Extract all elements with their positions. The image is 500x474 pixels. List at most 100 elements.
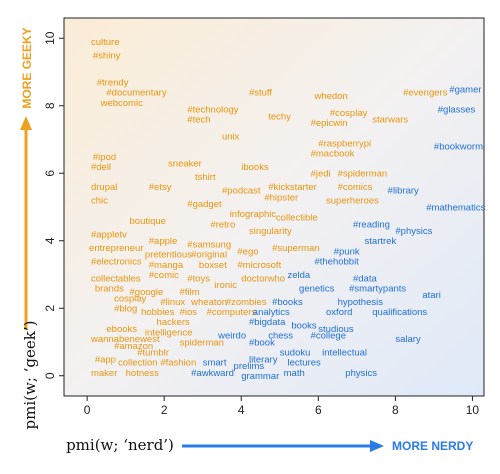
word-point-geek: #podcast	[222, 186, 261, 197]
word-point-geek: sneaker	[168, 159, 202, 170]
plot-area	[63, 17, 485, 397]
word-point-geek: #documentary	[106, 88, 166, 99]
word-point-geek: ibooks	[241, 162, 269, 173]
word-point-geek: #app	[95, 354, 116, 365]
word-point-geek: #macbook	[311, 148, 355, 159]
word-point-geek: #etsy	[149, 182, 172, 193]
word-point-geek: #kickstarter	[268, 182, 317, 193]
word-point-geek: #comics	[338, 182, 373, 193]
x-arrow-head	[370, 440, 384, 452]
x-tick-label: 6	[315, 403, 322, 417]
word-point-geek: #linux	[160, 297, 185, 308]
word-point-nerd: oxford	[326, 307, 352, 318]
word-point-nerd: #gamer	[449, 84, 481, 95]
word-point-geek: #amazon	[114, 341, 153, 352]
word-point-nerd: intellectual	[322, 348, 367, 359]
word-point-geek: hackers	[156, 317, 190, 328]
word-point-geek: hobbies	[141, 307, 175, 318]
word-point-geek: doctorwho	[241, 273, 285, 284]
word-point-geek: #manga	[149, 260, 184, 271]
word-point-geek: starwars	[372, 115, 408, 126]
word-point-nerd: studious	[318, 324, 354, 335]
word-point-nerd: #awkward	[191, 368, 234, 379]
word-point-nerd: #data	[353, 273, 377, 284]
x-arrow-label: MORE NERDY	[392, 439, 473, 453]
word-point-geek: ebooks	[106, 324, 137, 335]
word-point-nerd: genetics	[299, 283, 335, 294]
word-point-geek: intelligence	[145, 327, 193, 338]
y-tick-label: 0	[43, 372, 57, 379]
word-point-nerd: literary	[249, 354, 278, 365]
word-point-geek: #trendy	[97, 78, 129, 89]
word-point-geek: #fashion	[160, 358, 196, 369]
word-point-geek: ironic	[214, 280, 237, 291]
word-point-nerd: #glasses	[438, 105, 476, 116]
word-point-geek: #appletv	[91, 229, 127, 240]
word-point-geek: #apple	[149, 236, 178, 247]
word-point-geek: #toys	[187, 273, 210, 284]
word-point-geek: #blog	[114, 304, 137, 315]
y-axis-label: pmi(w; ‘geek’)	[21, 321, 39, 430]
word-point-nerd: #mathematics	[426, 202, 485, 213]
word-point-geek: wannabe	[90, 334, 130, 345]
word-point-geek: wheaton	[190, 297, 227, 308]
word-point-nerd: #bigdata	[249, 317, 286, 328]
y-tick-label: 2	[43, 305, 57, 312]
word-point-geek: #samsung	[187, 240, 231, 251]
y-tick-label: 8	[43, 102, 57, 109]
word-point-geek: boutique	[130, 216, 166, 227]
word-point-geek: #spiderman	[338, 169, 388, 180]
y-arrow-head	[20, 116, 32, 130]
word-point-geek: collectables	[91, 273, 141, 284]
word-point-nerd: salary	[395, 334, 421, 345]
word-point-nerd: physics	[345, 368, 377, 379]
word-point-geek: #epicwin	[311, 118, 348, 129]
word-point-geek: #film	[180, 287, 200, 298]
word-point-geek: #zombies	[226, 297, 267, 308]
word-point-geek: hotness	[126, 368, 160, 379]
word-point-nerd: #book	[249, 337, 275, 348]
word-point-geek: #electronics	[91, 256, 142, 267]
word-point-geek: tshirt	[195, 172, 216, 183]
word-point-geek: #tech	[187, 115, 210, 126]
y-axis-ticks: 0 2 4 6 8 10	[43, 31, 64, 379]
word-point-nerd: sudoku	[280, 348, 311, 359]
y-tick-label: 4	[43, 237, 57, 244]
word-point-nerd: qualifications	[372, 307, 427, 318]
word-point-nerd: books	[291, 321, 317, 332]
word-point-geek: #raspberrypi	[318, 138, 371, 149]
word-point-geek: whedon	[313, 91, 347, 102]
word-point-geek: unix	[222, 132, 240, 143]
word-point-geek: #retro	[210, 219, 235, 230]
word-point-geek: superheroes	[326, 196, 379, 207]
word-point-nerd: atari	[422, 290, 440, 301]
word-point-nerd: analytics	[253, 307, 290, 318]
word-point-geek: cosplay	[114, 294, 146, 305]
word-point-geek: #superman	[272, 243, 320, 254]
y-tick-label: 10	[43, 31, 57, 45]
word-point-nerd: #bookworm	[434, 142, 483, 153]
x-tick-label: 4	[238, 403, 245, 417]
word-point-geek: #dell	[91, 162, 111, 173]
word-point-geek: chic	[91, 196, 108, 207]
word-point-geek: singularity	[249, 226, 292, 237]
word-point-geek: pretentious	[145, 250, 192, 261]
word-point-geek: #stuff	[249, 88, 272, 99]
word-point-geek: drupal	[91, 182, 117, 193]
x-tick-label: 0	[84, 403, 91, 417]
word-point-geek: maker	[91, 368, 117, 379]
x-tick-label: 2	[161, 403, 168, 417]
word-point-geek: entrepreneur	[89, 243, 143, 254]
word-point-geek: culture	[91, 37, 120, 48]
word-point-nerd: #books	[272, 297, 303, 308]
word-point-nerd: #library	[388, 186, 419, 197]
x-axis-ticks: 0 2 4 6 8 10	[84, 396, 479, 417]
word-point-geek: collectible	[276, 213, 318, 224]
word-point-nerd: chess	[268, 331, 293, 342]
word-point-geek: #hipster	[264, 192, 298, 203]
word-point-geek: infographic	[230, 209, 277, 220]
word-point-nerd: grammar	[241, 371, 279, 382]
word-point-geek: newest	[130, 334, 160, 345]
x-tick-label: 8	[392, 403, 399, 417]
